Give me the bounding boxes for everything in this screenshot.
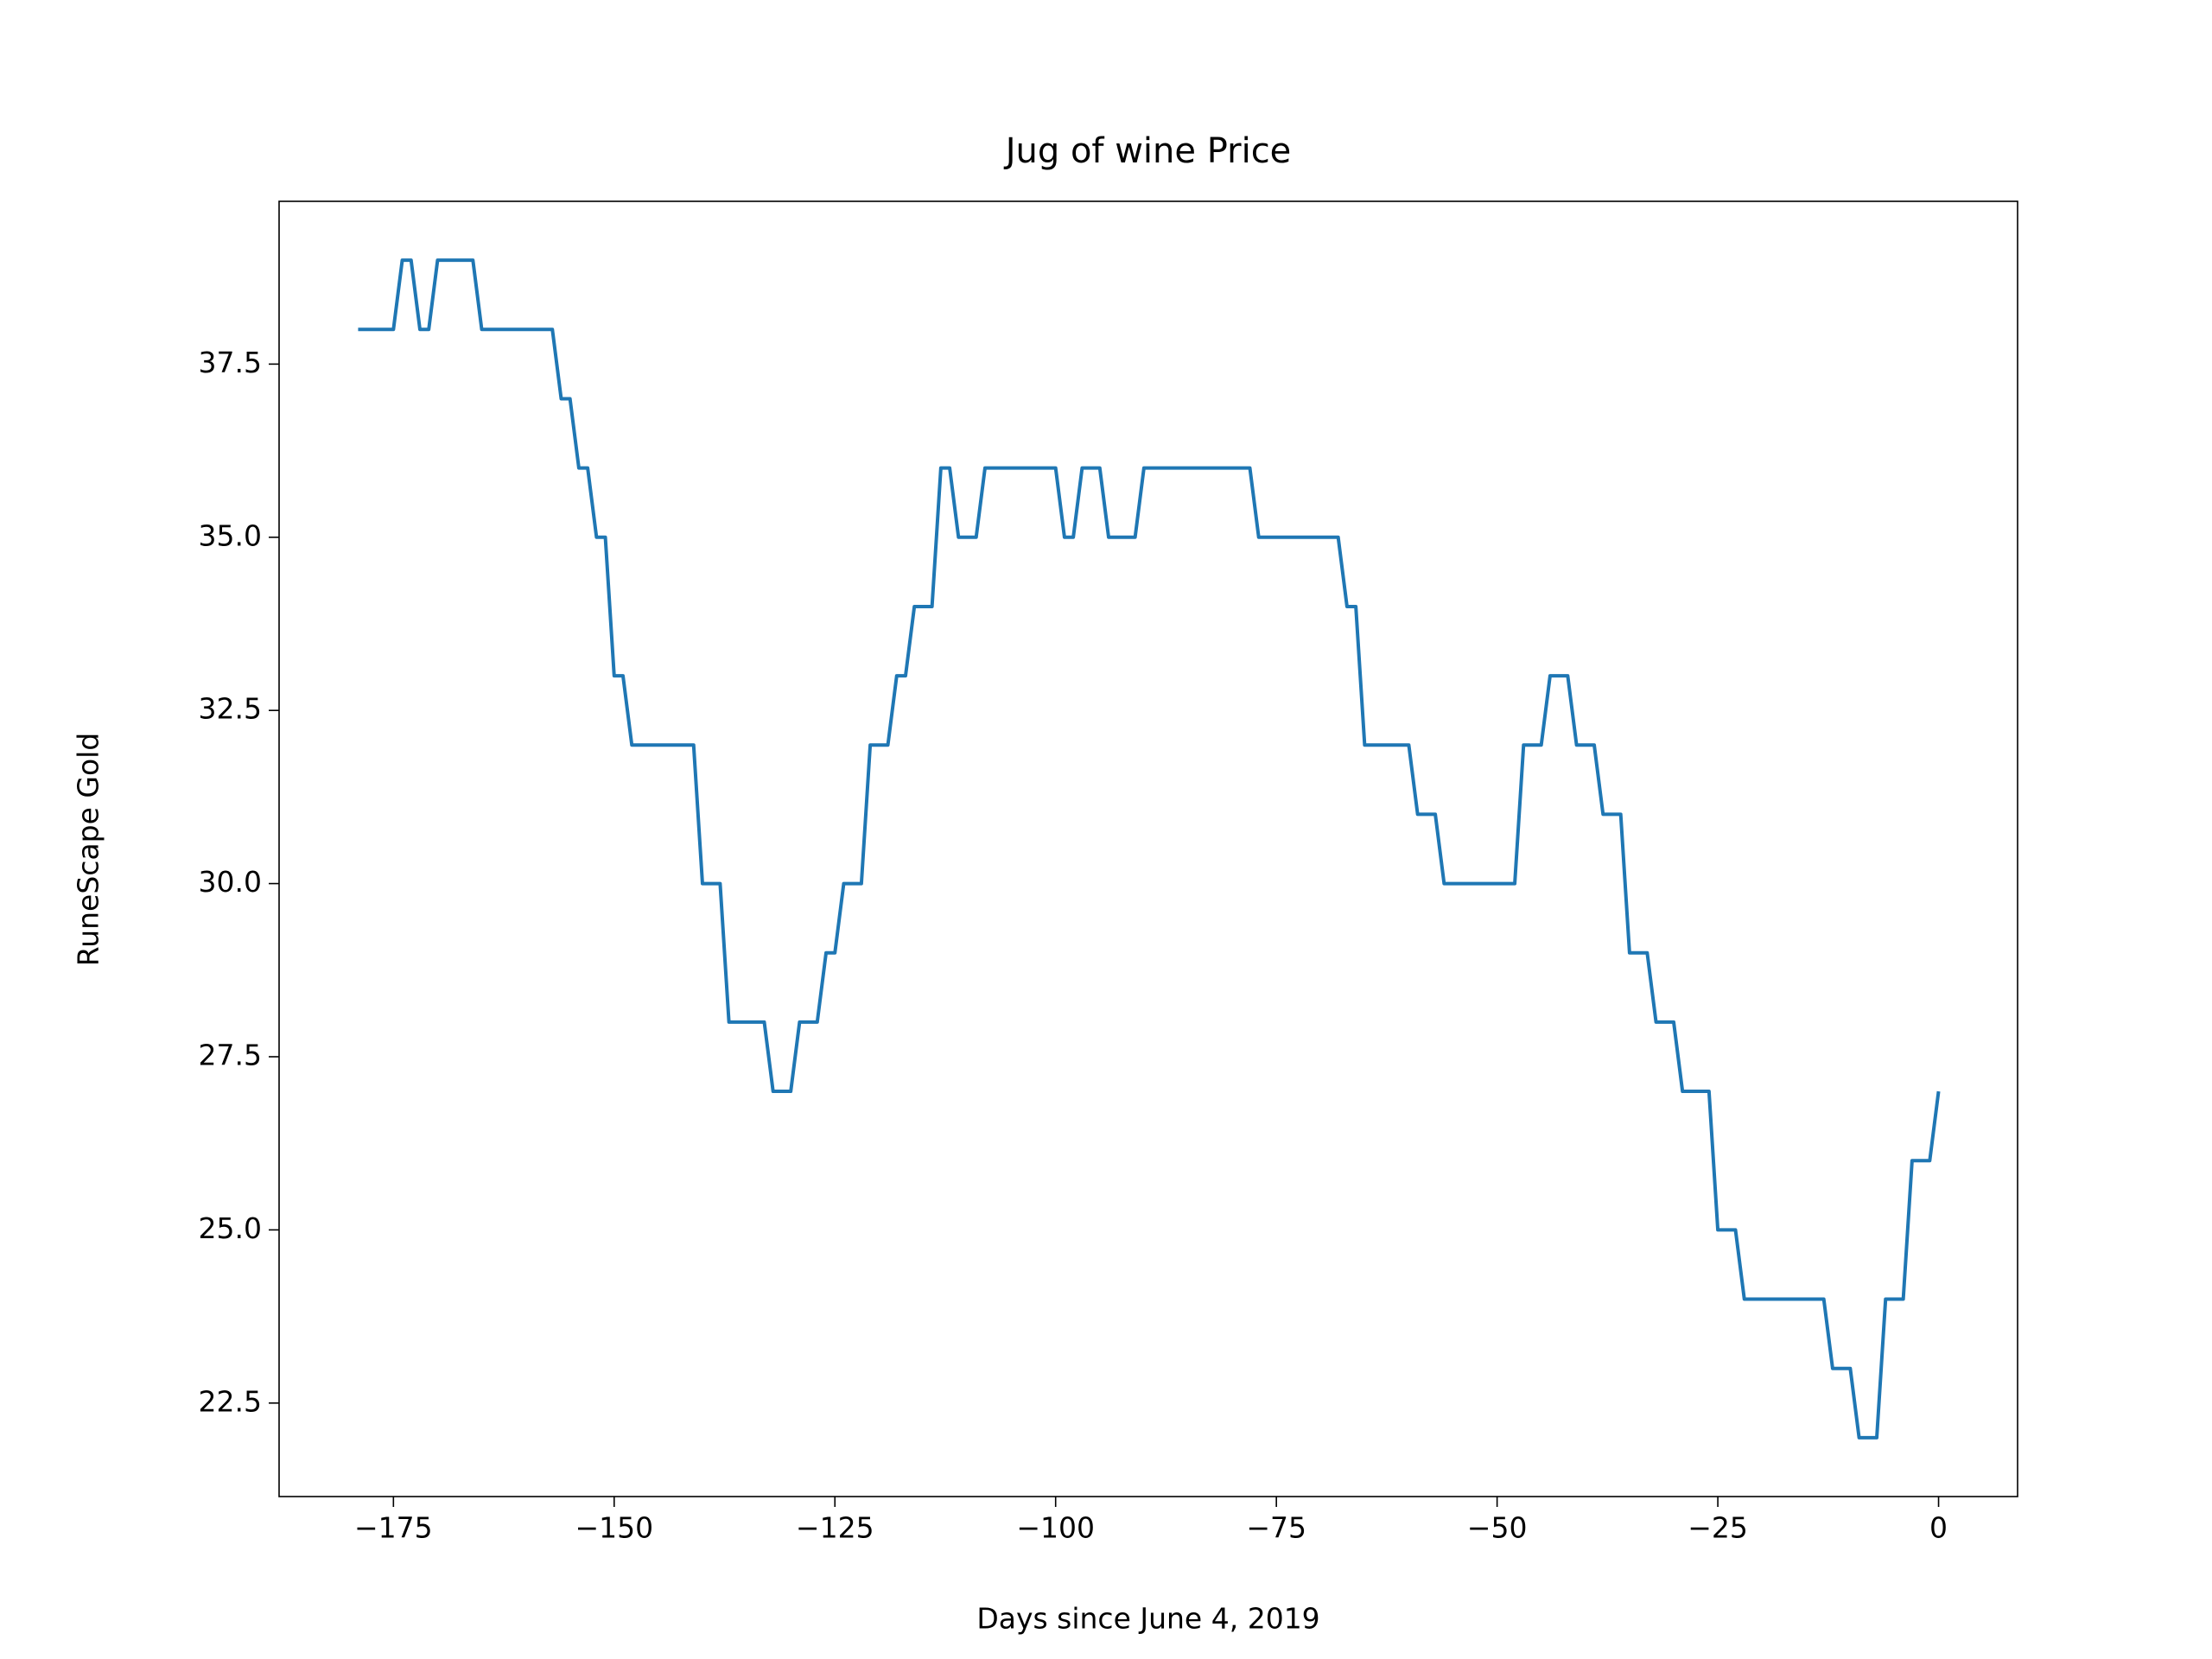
x-tick-label: −50	[1467, 1511, 1528, 1545]
x-tick-label: −125	[796, 1511, 874, 1545]
plot-frame	[278, 200, 2018, 1497]
y-tick-label: 22.5	[199, 1384, 262, 1418]
y-tick-label: 37.5	[199, 346, 262, 379]
x-tick-label: −75	[1246, 1511, 1306, 1545]
chart-title: Jug of wine Price	[1003, 131, 1292, 171]
price-line	[358, 258, 1941, 1440]
y-tick-label: 35.0	[199, 518, 262, 552]
x-tick-label: −175	[354, 1511, 433, 1545]
y-tick-label: 32.5	[199, 692, 262, 726]
x-axis-label: Days since June 4, 2019	[976, 1602, 1319, 1636]
y-tick-label: 30.0	[199, 865, 262, 899]
y-axis-label: RuneScape Gold	[72, 733, 105, 967]
y-tick-label: 25.0	[199, 1211, 262, 1245]
y-tick-label: 27.5	[199, 1038, 262, 1071]
x-tick-label: −100	[1016, 1511, 1095, 1545]
x-tick-label: −150	[575, 1511, 653, 1545]
x-tick-label: 0	[1929, 1511, 1948, 1545]
x-tick-label: −25	[1688, 1511, 1748, 1545]
